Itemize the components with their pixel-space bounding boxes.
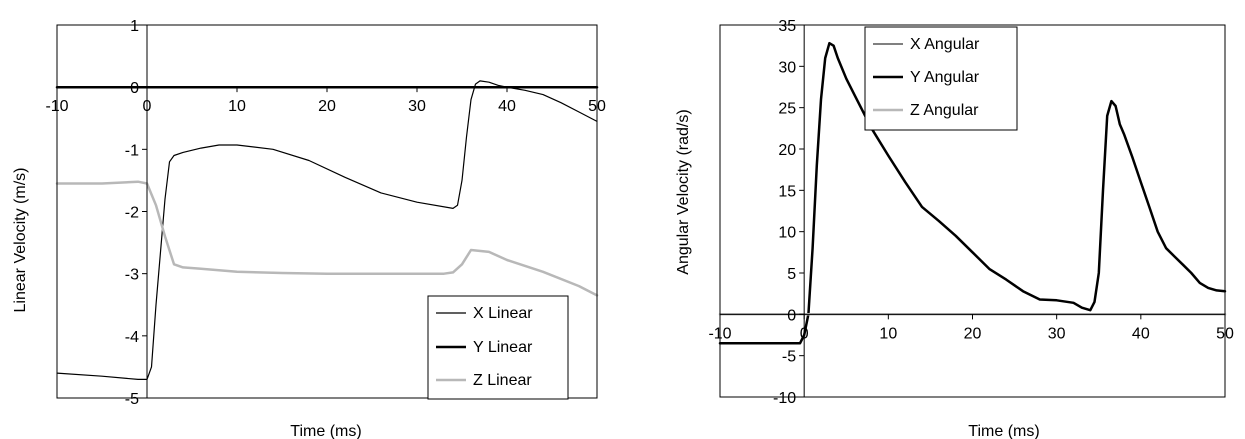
left-legend-label-y: Y Linear bbox=[473, 339, 533, 356]
right-y-tick-label: 35 bbox=[778, 18, 796, 35]
left-series-z-linear bbox=[55, 180, 599, 297]
left-x-tick-label: 50 bbox=[588, 98, 606, 115]
left-y-axis-label: Linear Velocity (m/s) bbox=[12, 168, 29, 313]
left-x-tick-label: 20 bbox=[318, 98, 336, 115]
right-y-tick-label: 0 bbox=[787, 307, 796, 324]
left-x-tick-label: -10 bbox=[45, 98, 68, 115]
left-y-tick-label: -3 bbox=[125, 267, 139, 284]
right-y-tick-label: 10 bbox=[778, 225, 796, 242]
right-y-tick-label: -10 bbox=[773, 390, 796, 407]
left-y-tick-label: -4 bbox=[125, 329, 139, 346]
right-legend-label-y: Y Angular bbox=[910, 69, 980, 86]
left-legend-label-z: Z Linear bbox=[473, 372, 532, 389]
chart-left: -5-4-3-2-101-10 0 10 20 30 40 50 Time (ms) Lin… bbox=[12, 18, 606, 439]
right-x-tick-label: 20 bbox=[964, 325, 982, 342]
right-x-tick-label: 0 bbox=[800, 325, 809, 342]
right-y-axis-label: Angular Velocity (rad/s) bbox=[675, 109, 692, 274]
right-x-tick-label: -10 bbox=[708, 325, 731, 342]
right-y-tick-label: 30 bbox=[778, 59, 796, 76]
right-x-axis-label: Time (ms) bbox=[968, 423, 1039, 439]
left-legend-label-x: X Linear bbox=[473, 305, 533, 322]
right-x-tick-label: 10 bbox=[879, 325, 897, 342]
left-plot-frame bbox=[56, 24, 598, 399]
right-y-tick-label: 15 bbox=[778, 183, 796, 200]
right-legend: X Angular Y Angular Z Angular bbox=[864, 26, 1018, 131]
left-y-tick-label: -1 bbox=[125, 142, 139, 159]
right-y-tick-label: 25 bbox=[778, 101, 796, 118]
right-axes bbox=[719, 24, 1226, 398]
left-x-tick-label: 10 bbox=[228, 98, 246, 115]
left-y-tick-label: 1 bbox=[130, 18, 139, 35]
left-x-axis-label: Time (ms) bbox=[290, 423, 361, 439]
right-x-tick-label: 40 bbox=[1132, 325, 1150, 342]
right-legend-label-x: X Angular bbox=[910, 36, 980, 53]
left-x-tick-label: 40 bbox=[498, 98, 516, 115]
right-x-tick-label: 50 bbox=[1216, 325, 1234, 342]
left-legend: X Linear Y Linear Z Linear bbox=[427, 295, 569, 400]
right-series-y-angular bbox=[718, 41, 1227, 345]
right-plot-frame bbox=[719, 24, 1226, 398]
left-y-tick-label: -2 bbox=[125, 205, 139, 222]
right-legend-label-z: Z Angular bbox=[910, 102, 979, 119]
left-x-tick-label: 30 bbox=[408, 98, 426, 115]
left-y-tick-label: 0 bbox=[130, 80, 139, 97]
left-y-tick-label: -5 bbox=[125, 391, 139, 408]
right-y-tick-label: -5 bbox=[782, 349, 796, 366]
right-y-tick-label: 5 bbox=[787, 266, 796, 283]
left-x-tick-label: 0 bbox=[143, 98, 152, 115]
left-tick-labels: -5-4-3-2-101-10 0 10 20 30 40 50 bbox=[45, 18, 606, 408]
right-x-tick-label: 30 bbox=[1048, 325, 1066, 342]
left-axes bbox=[56, 24, 598, 399]
right-y-tick-label: 20 bbox=[778, 142, 796, 159]
